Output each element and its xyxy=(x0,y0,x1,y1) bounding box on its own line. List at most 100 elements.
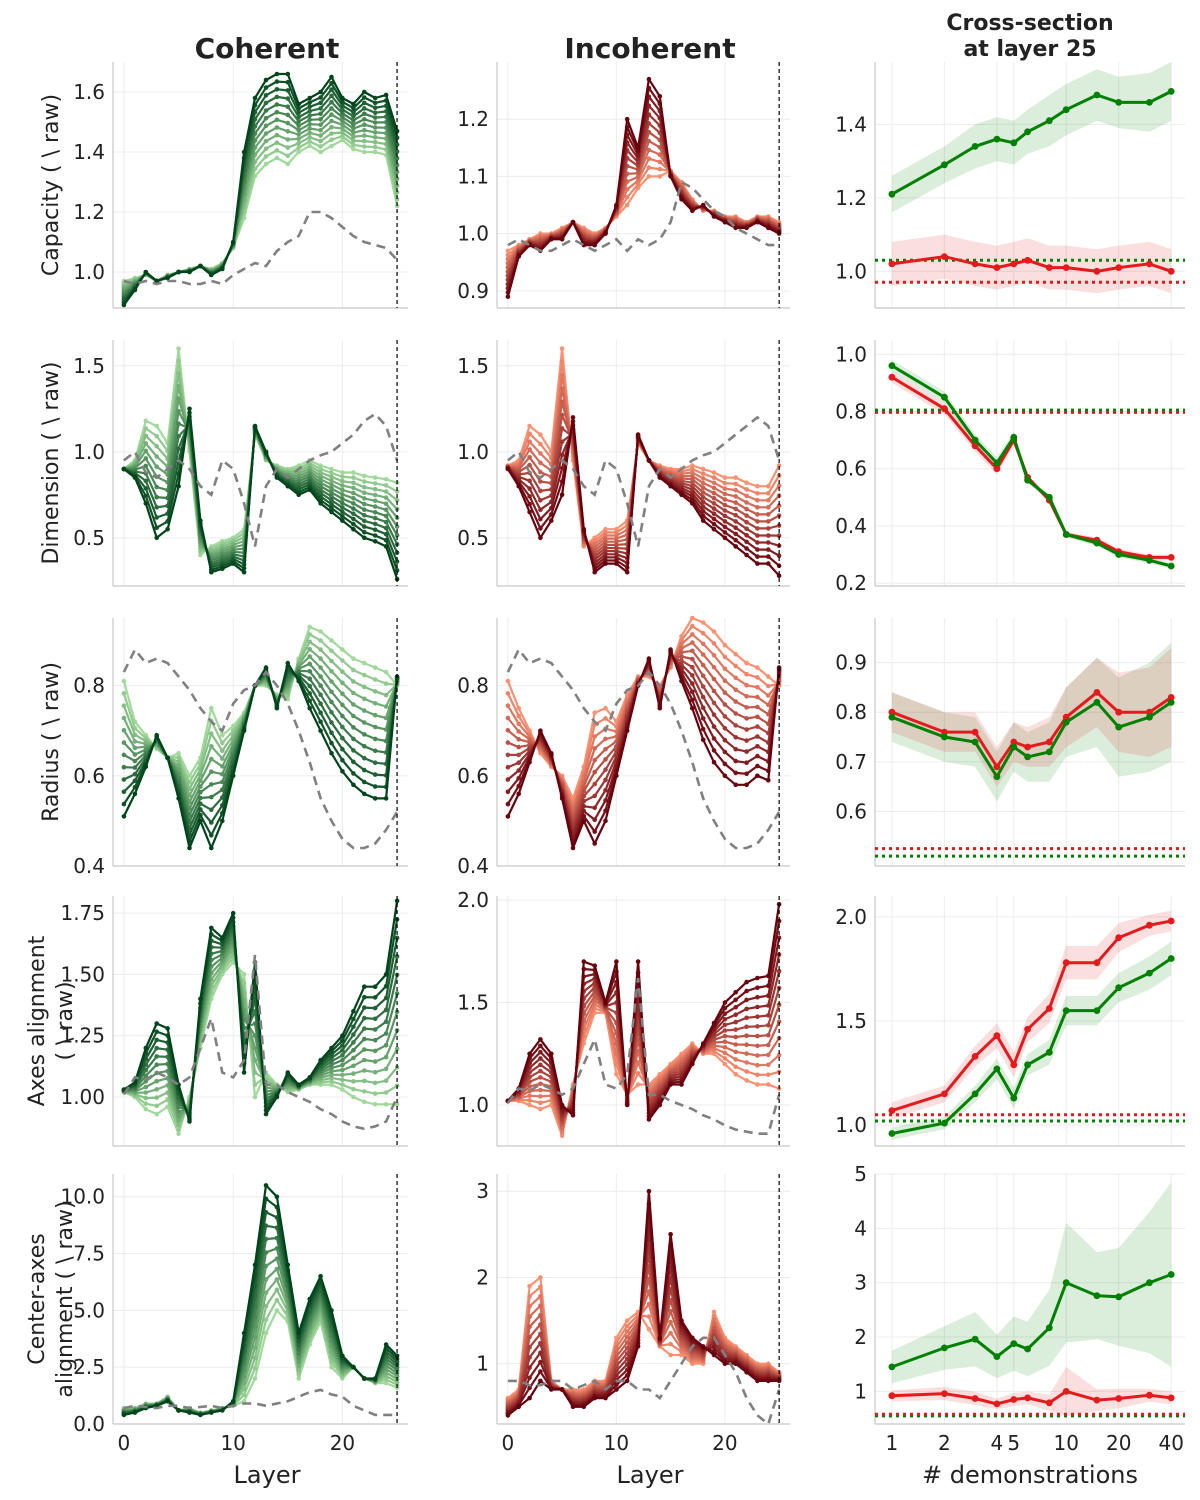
series-point xyxy=(690,697,695,703)
series-point xyxy=(285,79,291,85)
series-point xyxy=(307,143,313,149)
series-point xyxy=(340,1043,345,1048)
cross-line-incoherent-point xyxy=(1024,743,1031,751)
series-point xyxy=(505,740,511,745)
series-point xyxy=(372,1091,378,1096)
cross-line-coherent-point xyxy=(941,393,948,401)
series-point xyxy=(318,719,323,724)
series-point xyxy=(690,1335,695,1341)
series-point xyxy=(176,763,181,768)
series-point xyxy=(154,535,159,541)
series-point xyxy=(329,1062,334,1067)
cross-line-coherent-point xyxy=(1167,955,1175,962)
series-point xyxy=(307,104,313,109)
series-point xyxy=(362,1078,367,1084)
series-point xyxy=(766,554,771,559)
series-point xyxy=(121,789,127,795)
series-point xyxy=(362,994,367,1000)
series-point xyxy=(318,501,323,506)
series-point xyxy=(154,484,159,490)
series-point xyxy=(296,123,302,129)
series-point xyxy=(516,791,521,797)
cross-line-coherent-point xyxy=(1167,88,1175,95)
series-point xyxy=(383,1054,389,1060)
series-point xyxy=(132,475,138,480)
series-point xyxy=(132,745,138,751)
series-point xyxy=(581,789,587,794)
y-tick-label: 1.4 xyxy=(835,112,867,136)
series-point xyxy=(241,972,247,977)
cross-line-coherent-point xyxy=(1045,1048,1053,1056)
series-point xyxy=(722,1028,728,1033)
series-point xyxy=(176,755,181,760)
cross-line-coherent-point xyxy=(1115,99,1123,106)
series-point xyxy=(274,1094,280,1100)
cross-line-incoherent-point xyxy=(993,465,1001,473)
y-tick-label: 1.0 xyxy=(835,259,867,283)
series-point xyxy=(722,726,728,731)
series-point xyxy=(516,713,521,719)
series-point xyxy=(744,1051,749,1056)
series-point xyxy=(668,1232,673,1237)
series-point xyxy=(340,509,345,515)
series-point xyxy=(538,488,543,494)
series-point xyxy=(722,702,728,707)
series-point xyxy=(394,176,400,181)
series-point xyxy=(711,1352,717,1358)
series-point xyxy=(668,1308,673,1314)
series-point xyxy=(538,1331,543,1337)
series-point xyxy=(329,87,334,92)
series-point xyxy=(340,487,345,493)
series-point xyxy=(351,105,356,111)
series-point xyxy=(635,152,641,158)
series-point xyxy=(744,771,749,777)
series-point xyxy=(722,749,728,755)
series-point xyxy=(505,814,511,819)
series-point xyxy=(220,266,225,272)
series-point xyxy=(176,1109,181,1114)
series-point xyxy=(220,764,225,769)
series-point xyxy=(340,724,345,730)
cross-line-incoherent-point xyxy=(888,708,896,716)
series-point xyxy=(351,134,356,139)
series-point xyxy=(679,654,684,659)
series-point xyxy=(220,948,225,954)
series-point xyxy=(679,637,684,643)
series-point xyxy=(581,959,587,964)
series-point xyxy=(766,512,771,517)
series-point xyxy=(690,494,695,499)
series-point xyxy=(711,214,717,219)
cross-line-coherent-point xyxy=(1024,753,1031,761)
series-point xyxy=(744,997,749,1003)
series-point xyxy=(744,694,749,699)
panel-r2-c2: 0.6 0.7 0.8 0.9 xyxy=(835,618,1185,867)
series-point xyxy=(538,479,543,484)
series-point xyxy=(722,497,728,502)
series-point xyxy=(733,699,738,704)
cross-line-incoherent-point xyxy=(971,260,979,268)
series-point xyxy=(176,1131,181,1136)
series-point xyxy=(296,1368,302,1373)
series-point xyxy=(657,94,663,99)
series-point xyxy=(296,136,302,142)
series-point xyxy=(252,1057,258,1063)
series-point xyxy=(581,794,587,799)
series-point xyxy=(154,1021,159,1026)
series-point xyxy=(516,705,521,711)
series-point xyxy=(527,462,532,468)
series-point xyxy=(711,1329,717,1334)
series-point xyxy=(538,1062,543,1068)
series-point xyxy=(329,486,334,491)
series-point xyxy=(614,539,619,544)
cross-line-incoherent-point xyxy=(1146,260,1153,268)
series-point xyxy=(351,511,356,516)
series-point xyxy=(538,1068,543,1074)
series-point xyxy=(340,1087,345,1092)
cross-line-coherent xyxy=(891,1273,1172,1369)
series-point xyxy=(690,487,695,493)
series-point xyxy=(711,676,717,682)
series-point xyxy=(538,432,543,437)
series-point xyxy=(744,1370,749,1375)
x-tick-label: 0 xyxy=(501,1431,514,1455)
series-line xyxy=(507,148,780,264)
